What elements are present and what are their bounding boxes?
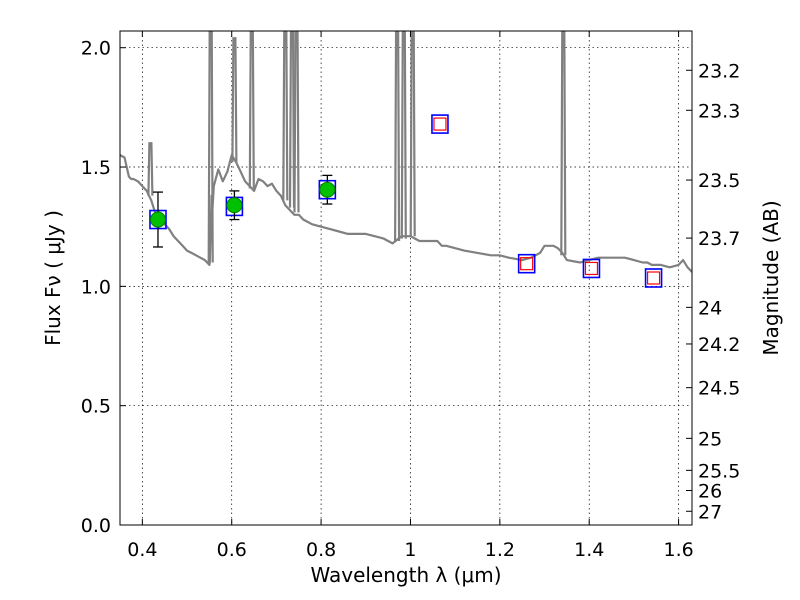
upper-limit-marker xyxy=(520,257,534,271)
model-photometry-marker xyxy=(582,258,601,279)
emission-line-spike xyxy=(147,142,154,196)
emission-line-spike xyxy=(409,31,416,237)
upper-limit-marker xyxy=(433,117,447,131)
mag-tick-label: 25.5 xyxy=(698,460,740,482)
upper-limit-marker xyxy=(646,271,661,285)
emission-line-spike xyxy=(400,31,407,239)
observed-flux-marker xyxy=(226,197,243,214)
x-tick-label: 1.6 xyxy=(663,539,693,561)
mag-tick-label: 23.2 xyxy=(698,60,740,82)
mag-tick-label: 24.2 xyxy=(698,334,740,356)
mag-tick-label: 23.3 xyxy=(698,100,740,122)
observed-flux-marker xyxy=(319,181,336,198)
x-tick-label: 1 xyxy=(404,539,416,561)
model-spectrum-line xyxy=(120,154,692,273)
mag-tick-label: 27 xyxy=(698,501,722,523)
mag-tick-label: 26 xyxy=(698,481,722,503)
model-photometry-marker xyxy=(431,114,449,134)
emission-line-spike xyxy=(288,31,296,208)
y-tick-label: 1.5 xyxy=(81,157,111,179)
model-photometry-marker xyxy=(644,268,663,288)
y-tick-label: 0.0 xyxy=(81,515,111,537)
emission-line-spike xyxy=(560,31,567,256)
y-axis-label: Flux Fν ( μJy ) xyxy=(41,210,65,346)
x-tick-label: 0.4 xyxy=(127,539,157,561)
plot-frame xyxy=(119,30,693,526)
y2-axis-label: Magnitude (AB) xyxy=(759,200,783,355)
mag-tick-label: 23.7 xyxy=(698,228,740,250)
observed-flux-marker xyxy=(149,211,166,228)
mag-tick-label: 24.5 xyxy=(698,378,740,400)
upper-limit-marker xyxy=(584,261,599,276)
x-tick-label: 1.2 xyxy=(485,539,515,561)
ticks: 0.4 0.6 0.8 1 1.2 1.4 1.6 0.0 0.5 1.0 1.5 2.0 23.2 23… xyxy=(81,31,740,561)
emission-line-spike xyxy=(231,37,238,163)
y-tick-label: 2.0 xyxy=(81,38,111,60)
mag-tick-label: 25 xyxy=(698,428,722,450)
x-tick-label: 0.8 xyxy=(306,539,336,561)
mag-tick-label: 24 xyxy=(698,297,722,319)
emission-line-spike xyxy=(248,31,255,189)
y-tick-label: 0.5 xyxy=(81,396,111,418)
emission-line-spike xyxy=(207,31,214,263)
emission-line-spike xyxy=(282,31,289,201)
x-tick-label: 1.4 xyxy=(574,539,604,561)
emission-line-spike xyxy=(293,31,300,213)
x-tick-label: 0.6 xyxy=(217,539,247,561)
mag-tick-label: 23.5 xyxy=(698,170,740,192)
data-layer xyxy=(120,31,692,288)
emission-line-spike xyxy=(394,31,401,242)
y-tick-label: 1.0 xyxy=(81,276,111,298)
model-photometry-marker xyxy=(517,253,536,274)
x-axis-label: Wavelength λ (μm) xyxy=(310,563,501,587)
